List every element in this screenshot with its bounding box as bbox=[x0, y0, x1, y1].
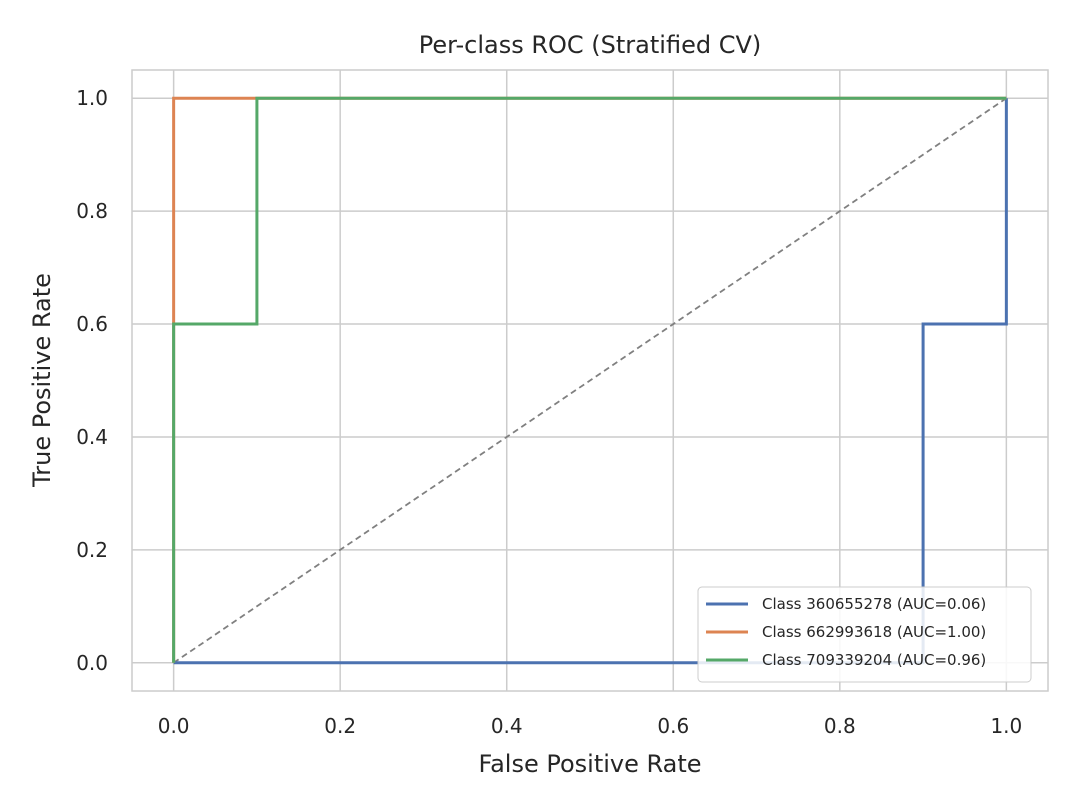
y-tick-label: 1.0 bbox=[76, 86, 108, 110]
roc-curve-series-3 bbox=[172, 96, 1007, 663]
legend-label: Class 662993618 (AUC=1.00) bbox=[762, 623, 986, 641]
chance-diagonal-line bbox=[173, 97, 1007, 664]
x-axis-label: False Positive Rate bbox=[478, 750, 701, 778]
legend: Class 360655278 (AUC=0.06) Class 66299361… bbox=[697, 586, 1032, 683]
legend-box bbox=[697, 586, 1032, 683]
x-tick-label: 0.6 bbox=[657, 714, 689, 738]
x-tick-label: 0.4 bbox=[491, 714, 523, 738]
plot-frame bbox=[131, 69, 1049, 692]
y-tick-label: 0.8 bbox=[76, 199, 108, 223]
y-axis-label: True Positive Rate bbox=[28, 273, 56, 488]
x-tick-label: 0.2 bbox=[324, 714, 356, 738]
x-tick-label: 1.0 bbox=[990, 714, 1022, 738]
y-tick-label: 0.0 bbox=[76, 651, 108, 675]
y-tick-label: 0.6 bbox=[76, 312, 108, 336]
legend-label: Class 360655278 (AUC=0.06) bbox=[762, 595, 986, 613]
x-tick-label: 0.0 bbox=[158, 714, 190, 738]
roc-curves bbox=[172, 96, 1008, 665]
x-tick-labels: 0.0 0.2 0.4 0.6 0.8 1.0 bbox=[158, 714, 1023, 738]
y-tick-label: 0.4 bbox=[76, 425, 108, 449]
x-tick-label: 0.8 bbox=[824, 714, 856, 738]
legend-items: Class 360655278 (AUC=0.06) Class 66299361… bbox=[706, 595, 986, 669]
legend-label: Class 709339204 (AUC=0.96) bbox=[762, 651, 986, 669]
chart-title: Per-class ROC (Stratified CV) bbox=[419, 31, 761, 59]
roc-curve-series-1 bbox=[173, 98, 1008, 665]
y-tick-label: 0.2 bbox=[76, 538, 108, 562]
chance-diagonal bbox=[173, 97, 1007, 664]
y-tick-labels: 0.0 0.2 0.4 0.6 0.8 1.0 bbox=[76, 86, 108, 675]
